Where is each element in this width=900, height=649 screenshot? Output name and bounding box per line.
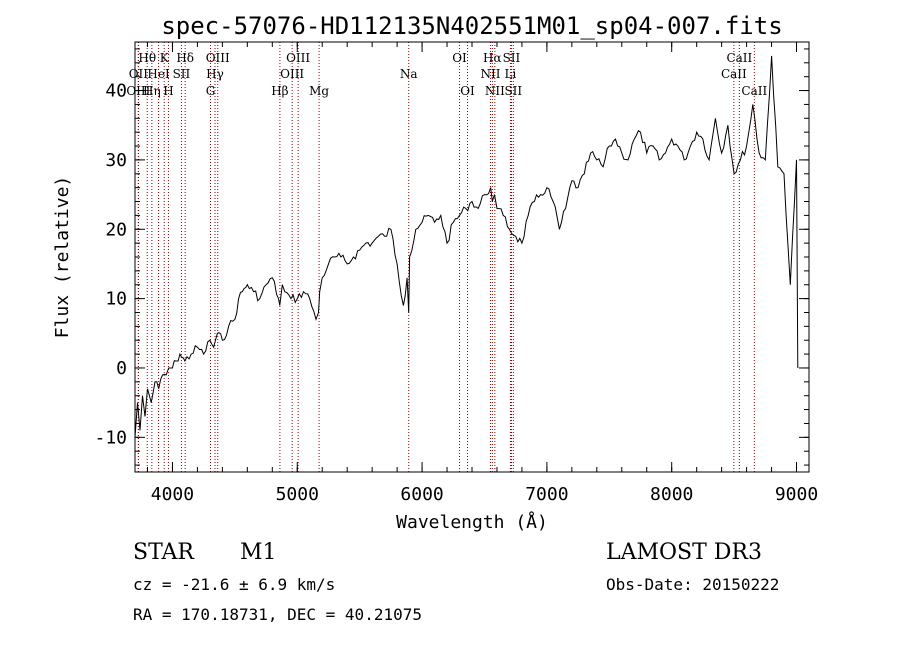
spectral-line-label: NII <box>480 67 500 81</box>
obs-date: Obs-Date: 20150222 <box>606 575 780 594</box>
x-axis: 4000 5000 6000 7000 8000 9000 <box>146 42 818 505</box>
spectral-line-label: K <box>160 51 170 65</box>
spectral-line-label: Hη <box>143 84 161 98</box>
spectral-line-label: SII <box>173 67 191 81</box>
spectral-line-label: Hθ <box>138 51 156 65</box>
spectral-line-label: OIII <box>280 67 304 81</box>
y-tick-label: 30 <box>105 150 127 171</box>
spectrum-line <box>134 55 799 438</box>
x-tick-label: 7000 <box>525 484 568 505</box>
spectral-line-label: CaII <box>741 84 767 98</box>
spectral-line-label: OI <box>460 84 475 98</box>
spectral-line-label: Hγ <box>206 67 224 81</box>
y-tick-label: 40 <box>105 81 127 102</box>
spectral-line-label: NII <box>485 84 505 98</box>
series-group <box>134 55 799 438</box>
x-tick-label: 5000 <box>276 484 319 505</box>
x-tick-label: 6000 <box>400 484 443 505</box>
spectral-line-markers <box>137 42 755 472</box>
spectral-line-label: CaII <box>726 51 752 65</box>
spectral-line-label: SII <box>503 51 521 65</box>
spectral-line-label: OI <box>452 51 467 65</box>
x-axis-label: Wavelength (Å) <box>396 511 548 533</box>
spectral-line-label: Na <box>400 67 418 81</box>
redshift-text: cz = -21.6 ± 6.9 km/s <box>133 575 336 594</box>
spectral-line-label: G <box>206 84 216 98</box>
survey-name: LAMOST DR3 <box>606 540 762 565</box>
plot-frame <box>134 41 810 473</box>
spectral-line-label: HeI <box>147 67 170 81</box>
spectral-line-label: OIII <box>286 51 310 65</box>
y-axis: -10 0 10 20 30 40 <box>94 48 809 466</box>
spectral-line-label: Hβ <box>271 84 288 98</box>
spectral-line-label: SII <box>504 84 522 98</box>
spectral-line-label: Li <box>505 67 517 81</box>
chart-title: spec-57076-HD112135N402551M01_sp04-007.f… <box>161 12 782 40</box>
spectral-line-label: Mg <box>309 84 329 98</box>
y-tick-label: 20 <box>105 219 127 240</box>
object-subclass: M1 <box>240 540 277 565</box>
spectral-line-label: OII <box>129 67 149 81</box>
y-tick-label: 0 <box>116 358 127 379</box>
y-axis-label: Flux (relative) <box>52 176 73 339</box>
x-tick-label: 9000 <box>775 484 818 505</box>
object-class: STAR <box>133 540 194 565</box>
spectral-line-label: CaII <box>721 67 747 81</box>
y-tick-label: 10 <box>105 289 127 310</box>
coordinates: RA = 170.18731, DEC = 40.21075 <box>133 605 422 624</box>
y-tick-label: -10 <box>94 427 127 448</box>
x-tick-label: 8000 <box>650 484 693 505</box>
spectral-line-label: H <box>163 84 173 98</box>
spectral-line-label: Hδ <box>176 51 194 65</box>
x-tick-label: 4000 <box>151 484 194 505</box>
spectral-line-label: Hα <box>483 51 502 65</box>
spectral-line-label: OIII <box>206 51 230 65</box>
